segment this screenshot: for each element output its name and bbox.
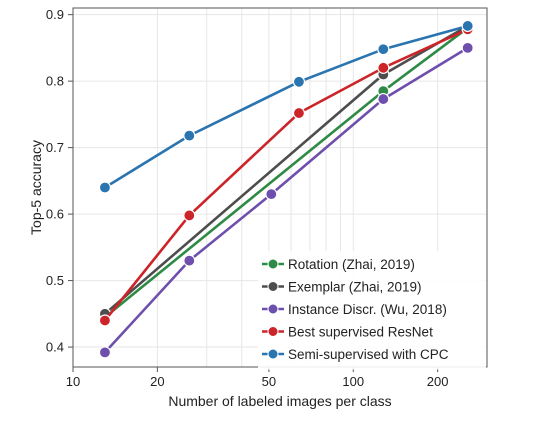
y-tick-label: 0.5 <box>46 273 64 288</box>
data-point <box>265 188 278 201</box>
x-tick-label: 10 <box>66 374 80 389</box>
data-point <box>461 41 474 54</box>
data-point <box>183 254 196 267</box>
legend-label: Best supervised ResNet <box>288 324 433 339</box>
data-point <box>183 209 196 222</box>
data-point <box>98 314 112 327</box>
series-line <box>104 24 469 189</box>
y-tick-label: 0.8 <box>46 74 64 89</box>
data-point <box>377 92 390 106</box>
legend-swatch-marker <box>267 258 279 270</box>
data-point <box>377 61 390 74</box>
data-point <box>98 346 112 359</box>
data-point <box>98 181 112 194</box>
legend-swatch-marker <box>267 348 279 360</box>
data-point <box>183 129 196 142</box>
y-tick-label: 0.7 <box>46 140 64 155</box>
x-tick-label: 200 <box>427 374 449 389</box>
legend-swatch-marker <box>267 281 279 292</box>
legend: Rotation (Zhai, 2019) Exemplar (Zhai, 201… <box>258 251 486 370</box>
legend-label: Instance Discr. (Wu, 2018) <box>288 302 447 317</box>
data-point <box>292 75 306 88</box>
legend-swatch-marker <box>267 326 279 337</box>
data-point <box>292 106 306 120</box>
legend-label: Semi-supervised with CPC <box>288 347 449 362</box>
y-tick-label: 0.9 <box>46 7 64 22</box>
x-tick-label: 20 <box>150 374 164 389</box>
x-tick-label: 50 <box>262 374 276 389</box>
legend-swatch-marker <box>267 303 279 315</box>
y-tick-label: 0.4 <box>46 340 64 355</box>
series-layer <box>98 19 474 359</box>
y-axis-title: Top-5 accuracy <box>28 140 44 235</box>
legend-label: Exemplar (Zhai, 2019) <box>288 279 422 294</box>
legend-label: Rotation (Zhai, 2019) <box>288 257 415 272</box>
axes-layer: 10 20 50 100 200 0.4 0.5 0.6 0.7 0.8 0.9 <box>46 7 488 389</box>
legend-box <box>258 251 486 370</box>
y-tick-label: 0.6 <box>46 207 64 222</box>
x-axis-title: Number of labeled images per class <box>168 393 391 409</box>
data-point <box>377 43 390 56</box>
x-tick-label: 100 <box>342 374 364 389</box>
data-point <box>461 19 474 33</box>
